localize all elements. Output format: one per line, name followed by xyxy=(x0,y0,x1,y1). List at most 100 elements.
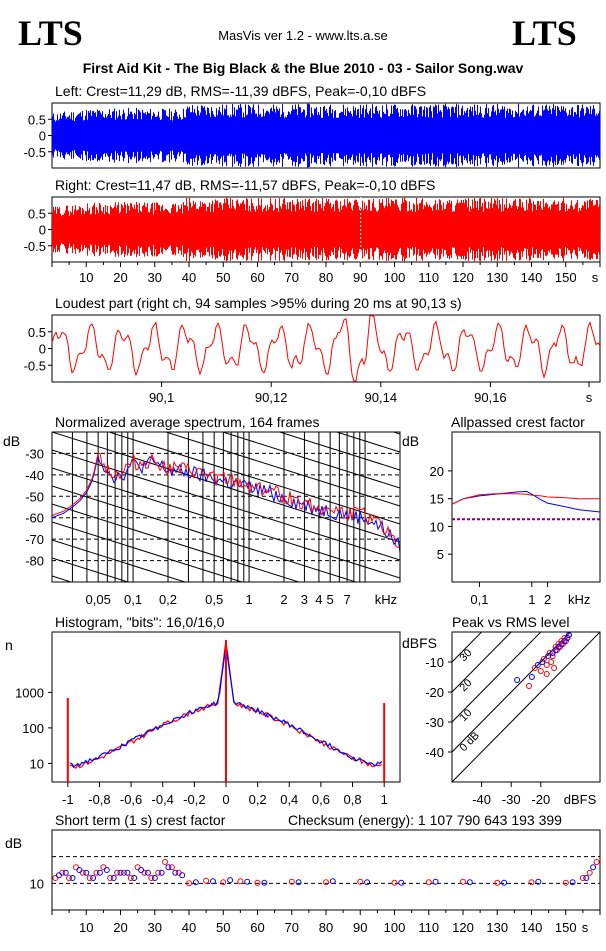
short-term-crest-point-left xyxy=(227,877,234,884)
right_waveform-xunit: s xyxy=(592,270,599,285)
short-term-crest-point-right xyxy=(203,877,210,884)
short-term-crest-panel: Short term (1 s) crest factor Checksum (… xyxy=(5,812,601,935)
short-term-crest-point-right xyxy=(237,878,244,885)
peak-vs-rms-point-right xyxy=(552,644,559,650)
peak-vs-rms-point-right xyxy=(549,653,556,659)
short-term-crest-xtick-label: 130 xyxy=(486,920,508,935)
allpassed-crest-xtick-label: kHz xyxy=(568,592,590,607)
peak-vs-rms-diagonal xyxy=(452,632,512,693)
spectrum-diagonals xyxy=(52,432,400,582)
peak-vs-rms-point-left xyxy=(539,659,546,665)
histogram-xtick-label: -0,4 xyxy=(152,792,174,807)
short-term-crest-point-right xyxy=(579,875,586,881)
histogram-xtick-label: -1 xyxy=(62,792,74,807)
spectrum-diagonal xyxy=(52,557,130,582)
short-term-crest-xtick-label: 110 xyxy=(418,920,439,935)
loudest-part-panel: Loudest part (right ch, 94 samples >95% … xyxy=(24,295,601,405)
peak-vs-rms-diagonals: 40 30 20 10 0 dB xyxy=(452,632,600,782)
short-term-crest-xtick-label: 60 xyxy=(250,920,264,935)
peak-vs-rms-frame xyxy=(451,631,601,783)
right_waveform-xtick-label: 70 xyxy=(285,270,299,285)
short-term-crest-point-left xyxy=(158,869,165,876)
short-term-crest-frame xyxy=(51,829,601,911)
peak-vs-rms-ytick-label: -30 xyxy=(425,715,444,730)
spectrum-diagonal xyxy=(52,521,244,582)
peak-vs-rms-point-right xyxy=(537,668,544,674)
short-term-crest-ytick-label: 10 xyxy=(30,876,44,891)
spectrum-diagonal xyxy=(335,432,400,453)
short-term-crest-point-left xyxy=(55,872,62,879)
short-term-crest-point-right xyxy=(593,859,600,865)
spectrum-xtick-label: 2 xyxy=(280,592,287,607)
peak-vs-rms-diagonal xyxy=(452,632,572,753)
loudest-part-ytick-label: 0 xyxy=(39,342,46,357)
short-term-crest-point-right xyxy=(323,879,329,886)
allpassed-crest-ylabel: dB xyxy=(402,433,419,449)
short-term-crest-point-right xyxy=(52,875,59,881)
short-term-crest-point-left xyxy=(295,879,302,886)
peak-vs-rms-ylabel: dBFS xyxy=(402,635,437,651)
checksum-text: Checksum (energy): 1 107 790 643 193 399 xyxy=(288,812,562,828)
spectrum-xtick-label: 0,05 xyxy=(86,592,111,607)
short-term-crest-point-right xyxy=(425,879,432,886)
peak-vs-rms-point-right xyxy=(561,635,568,641)
peak-vs-rms-diagonal xyxy=(452,632,542,723)
short-term-crest-xtick-label: 40 xyxy=(182,920,196,935)
spectrum-ytick-label: -60 xyxy=(25,511,44,526)
right_waveform-ytick-label: 0 xyxy=(39,223,46,238)
short-term-crest-point-left xyxy=(244,878,251,885)
short-term-crest-point-left xyxy=(144,869,151,876)
spectrum-xunit: kHz xyxy=(375,592,397,607)
loudest-part-ytick-label: 0.5 xyxy=(28,325,46,340)
short-term-crest-point-right xyxy=(186,880,192,887)
peak-vs-rms-ytick-label: -20 xyxy=(425,685,444,700)
short-term-crest-point-left xyxy=(398,879,405,886)
short-term-crest-xtick-label: 100 xyxy=(384,920,406,935)
short-term-crest-point-right xyxy=(107,875,114,881)
peak-vs-rms-diagonal xyxy=(452,632,483,663)
allpassed-crest-ytick-label: 5 xyxy=(437,547,444,562)
short-term-crest-point-right xyxy=(73,864,79,871)
short-term-crest-point-left xyxy=(179,872,186,879)
histogram-xtick-label: -0,8 xyxy=(88,792,110,807)
spectrum-xtick-label: 1 xyxy=(245,592,252,607)
right_waveform-xtick-label: 10 xyxy=(79,270,93,285)
short-term-crest-point-right xyxy=(148,875,155,881)
short-term-crest-point-right xyxy=(134,864,141,871)
histogram-xtick-label: 0,2 xyxy=(249,792,267,807)
allpassed-crest-series-left xyxy=(451,490,601,513)
short-term-crest-point-left xyxy=(535,878,542,885)
short-term-crest-point-left xyxy=(210,878,216,885)
short-term-crest-point-right xyxy=(168,864,175,871)
allpassed-crest-ytick-label: 10 xyxy=(430,519,444,534)
short-term-crest-xtick-label: 150 xyxy=(555,920,577,935)
short-term-crest-point-right xyxy=(100,864,107,871)
left_waveform-ytick-label: 0 xyxy=(39,129,46,144)
histogram-xtick-label: 1 xyxy=(381,792,388,807)
peak-vs-rms-point-left xyxy=(549,650,556,656)
short-term-crest-xtick-label: 80 xyxy=(319,920,333,935)
spectrum-xtick-label: 3 xyxy=(301,592,308,607)
histogram-title: Histogram, "bits": 16,0/16,0 xyxy=(55,614,225,630)
short-term-crest-point-left xyxy=(590,864,597,871)
spectrum-diagonal xyxy=(52,449,400,561)
spectrum-frame xyxy=(51,431,401,583)
peak-vs-rms-point-left xyxy=(514,677,521,683)
short-term-crest-point-right xyxy=(86,875,93,881)
short-term-crest-point-left xyxy=(569,879,576,886)
short-term-crest-point-left xyxy=(103,867,110,873)
short-term-crest-xtick-label: 90 xyxy=(353,920,367,935)
short-term-crest-xunit: s xyxy=(582,920,589,935)
short-term-crest-point-right xyxy=(66,875,73,881)
peak-vs-rms-diagonal-label: 30 xyxy=(457,647,474,664)
histogram-xtick-label: 0,6 xyxy=(312,792,330,807)
short-term-crest-point-left xyxy=(192,879,199,886)
loudest-part-title: Loudest part (right ch, 94 samples >95% … xyxy=(55,295,462,311)
peak-vs-rms-point-right xyxy=(543,662,550,668)
short-term-crest-point-left xyxy=(69,875,76,881)
peak-vs-rms-diagonal-label: 20 xyxy=(457,677,474,694)
left_waveform-signal xyxy=(52,103,600,168)
short-term-crest-point-right xyxy=(93,869,100,876)
short-term-crest-xtick-label: 10 xyxy=(79,920,93,935)
